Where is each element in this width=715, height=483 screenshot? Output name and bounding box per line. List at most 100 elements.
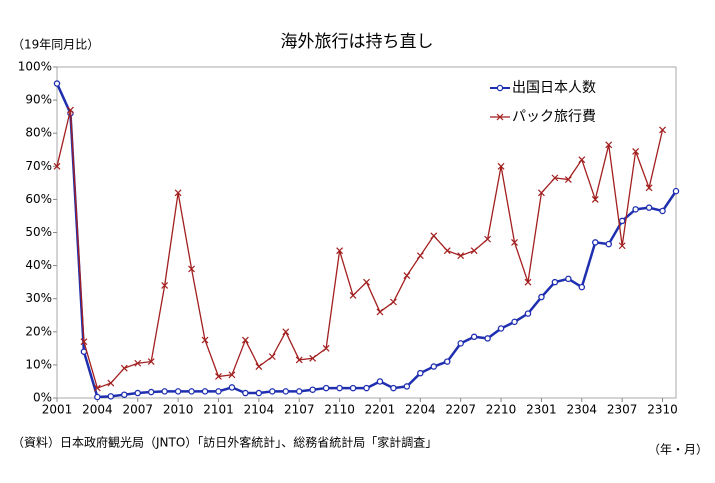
x-tick-label: 2301 <box>526 403 557 417</box>
x-tick-label: 2201 <box>365 403 396 417</box>
x-tick-label: 2001 <box>42 403 73 417</box>
data-point <box>578 283 586 291</box>
data-point <box>605 141 613 149</box>
data-point <box>484 235 492 243</box>
data-point <box>201 336 209 344</box>
y-axis-label: （19年同月比） <box>12 38 99 52</box>
data-point <box>470 247 478 255</box>
y-tick-label: 50% <box>25 225 52 239</box>
data-point <box>430 232 438 240</box>
data-point <box>255 363 263 370</box>
data-point <box>295 356 303 364</box>
legend-label: 出国日本人数 <box>512 80 596 96</box>
y-tick-label: 10% <box>25 357 52 371</box>
data-point <box>53 162 61 170</box>
x-tick-label: 2007 <box>122 403 153 417</box>
data-point <box>417 369 424 377</box>
data-point <box>538 293 545 301</box>
data-point <box>53 80 61 87</box>
data-point <box>443 358 451 365</box>
data-point <box>390 384 397 392</box>
chart-title: 海外旅行は持ち直し <box>281 32 434 52</box>
x-tick-label: 2304 <box>567 403 598 417</box>
data-point <box>174 388 182 395</box>
data-point <box>524 310 532 317</box>
data-point <box>592 239 599 246</box>
data-point <box>511 239 518 246</box>
data-point <box>309 386 316 393</box>
data-point <box>484 335 491 342</box>
data-point <box>228 384 236 391</box>
data-point <box>134 359 142 367</box>
data-point <box>282 388 290 395</box>
data-point <box>632 206 639 213</box>
data-point <box>376 378 384 385</box>
legend-marker <box>496 84 504 92</box>
data-point <box>618 242 626 250</box>
data-point <box>269 388 276 395</box>
series-line <box>56 109 664 389</box>
data-point <box>309 354 317 362</box>
data-point <box>161 282 169 289</box>
data-point <box>659 207 666 215</box>
data-point <box>565 275 572 283</box>
data-point <box>605 240 612 248</box>
y-tick-label: 0% <box>33 391 52 405</box>
data-point <box>511 318 518 326</box>
data-point <box>242 389 249 397</box>
data-point <box>268 353 276 361</box>
data-point <box>349 384 357 392</box>
data-point <box>363 384 370 392</box>
data-point <box>322 344 330 352</box>
data-point <box>93 384 101 392</box>
data-point <box>470 333 478 341</box>
data-point <box>228 371 236 379</box>
data-point <box>376 308 384 316</box>
data-point <box>564 176 572 183</box>
x-tick-label: 2104 <box>244 403 275 417</box>
data-point <box>645 204 653 211</box>
data-point <box>174 189 182 197</box>
data-point <box>524 278 532 286</box>
data-point <box>336 247 344 255</box>
data-point <box>121 391 128 398</box>
data-point <box>443 247 451 255</box>
data-point <box>215 373 222 380</box>
x-tick-label: 2310 <box>647 403 678 417</box>
x-tick-label: 2307 <box>607 403 638 417</box>
data-point <box>295 388 303 395</box>
data-point <box>107 393 115 400</box>
data-point <box>618 217 626 225</box>
data-point <box>538 189 545 197</box>
x-tick-label: 2204 <box>405 403 436 417</box>
data-point <box>659 126 666 134</box>
data-point <box>107 379 115 387</box>
data-point <box>497 325 505 332</box>
data-point <box>578 156 586 164</box>
y-tick-label: 90% <box>25 93 52 107</box>
data-point <box>363 278 370 286</box>
y-tick-label: 20% <box>25 324 52 338</box>
data-point <box>161 388 168 395</box>
data-point <box>497 162 505 170</box>
x-tick-label: 2107 <box>284 403 315 417</box>
data-point <box>457 252 465 260</box>
data-point <box>403 272 411 279</box>
source-note: （資料）日本政府観光局（JNTO）「訪日外客統計」、総務省統計局「家計調査」 <box>12 435 437 450</box>
data-point <box>120 364 128 372</box>
data-point <box>94 393 101 401</box>
data-point <box>551 278 559 286</box>
x-tick-label: 2004 <box>82 403 113 417</box>
data-point <box>282 328 290 336</box>
data-point <box>403 383 411 390</box>
data-point <box>591 195 599 203</box>
data-point <box>672 187 680 195</box>
data-point <box>188 265 195 273</box>
data-point <box>134 389 141 397</box>
x-axis-label: （年・月） <box>648 443 708 457</box>
data-point <box>551 174 559 182</box>
x-tick-label: 2210 <box>486 403 517 417</box>
x-tick-label: 2207 <box>445 403 476 417</box>
data-point <box>336 384 343 392</box>
